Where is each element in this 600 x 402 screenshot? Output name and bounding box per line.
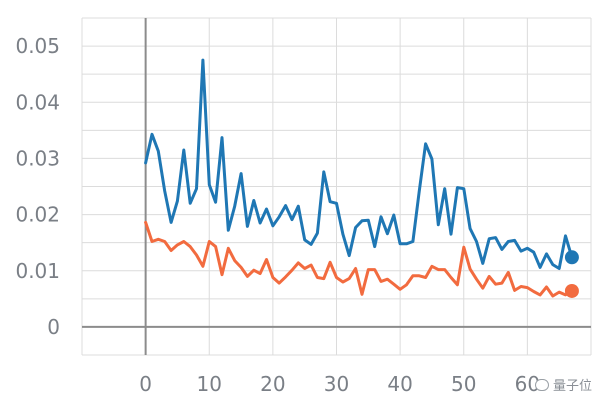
tick-labels: 00.010.020.030.040.050 10 20 30 40 50 60 [15,34,540,396]
y-tick-label: 0.01 [15,259,60,283]
y-tick-label: 0.05 [15,34,60,58]
wechat-icon [534,378,549,391]
y-tick-label: 0.04 [15,90,60,114]
series-end-marker-1 [564,250,579,265]
series-line-1 [144,58,574,270]
x-tick-label: 40 [387,372,412,396]
x-tick-label: 50 [451,372,476,396]
y-tick-label: 0.03 [15,146,60,170]
x-tick-label: 10 [197,372,222,396]
axes [82,18,591,355]
watermark-text: 量子位 [552,379,592,394]
series-lines [144,58,579,298]
x-tick-label: 30 [324,372,349,396]
y-tick-label: 0.02 [15,203,60,227]
x-tick-label: 0 [139,372,152,396]
series-line-2 [144,220,574,298]
series-end-marker-2 [564,283,579,298]
watermark: 量子位 [534,375,592,394]
x-tick-label: 20 [260,372,285,396]
y-tick-label: 0 [47,315,60,339]
grid-lines [81,17,592,356]
